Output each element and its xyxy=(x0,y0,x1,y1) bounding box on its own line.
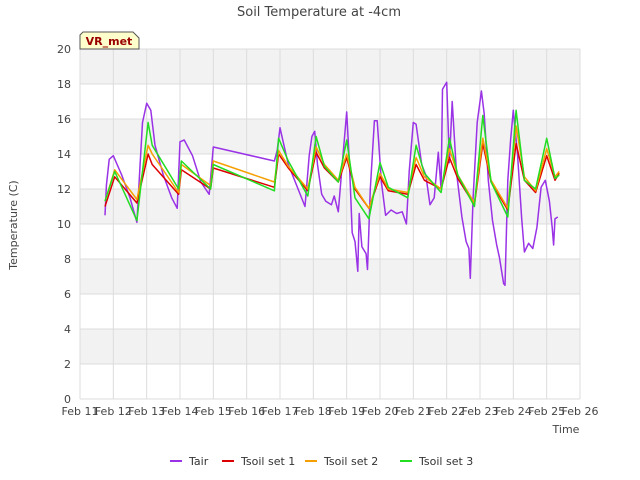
y-tick-label: 12 xyxy=(57,183,71,196)
y-tick-label: 6 xyxy=(64,288,71,301)
x-tick-label: Feb 20 xyxy=(362,405,399,418)
y-tick-label: 4 xyxy=(64,323,71,336)
plot-band xyxy=(80,119,580,154)
series-line-tair xyxy=(104,81,559,287)
station-badge-label: VR_met xyxy=(86,35,133,48)
station-badge-box xyxy=(79,31,140,50)
y-tick-label: 20 xyxy=(57,43,71,56)
series-lines xyxy=(104,81,560,287)
x-tick-label: Feb 17 xyxy=(262,405,299,418)
plot-band xyxy=(80,49,580,84)
x-tick-label: Feb 14 xyxy=(162,405,199,418)
x-tick-label: Feb 18 xyxy=(295,405,332,418)
x-axis-label: Time xyxy=(552,423,580,436)
legend-label: Tsoil set 1 xyxy=(240,455,295,468)
legend-item-tsoil-set-3: Tsoil set 3 xyxy=(400,455,473,468)
y-tick-label: 8 xyxy=(64,253,71,266)
x-tick-label: Feb 11 xyxy=(62,405,99,418)
series-line-tsoil-set-3 xyxy=(104,109,560,222)
station-badge: VR_met xyxy=(79,31,140,50)
y-tick-label: 10 xyxy=(57,218,71,231)
plot-band xyxy=(80,329,580,364)
chart-title: Soil Temperature at -4cm xyxy=(237,5,401,20)
x-tick-label: Feb 26 xyxy=(562,405,599,418)
legend-item-tsoil-set-1: Tsoil set 1 xyxy=(222,455,295,468)
x-tick-label: Feb 16 xyxy=(228,405,265,418)
x-tick-label: Feb 22 xyxy=(428,405,465,418)
x-tick-label: Feb 25 xyxy=(528,405,565,418)
legend-item-tsoil-set-2: Tsoil set 2 xyxy=(305,455,378,468)
legend-label: Tair xyxy=(188,455,209,468)
y-tick-label: 14 xyxy=(57,148,71,161)
x-tick-label: Feb 23 xyxy=(462,405,499,418)
legend-item-tair: Tair xyxy=(170,455,209,468)
x-tick-label: Feb 15 xyxy=(195,405,232,418)
y-axis-label: Temperature (C) xyxy=(7,180,20,270)
y-tick-label: 18 xyxy=(57,78,71,91)
x-tick-label: Feb 21 xyxy=(395,405,432,418)
y-axis-ticks: 0 2 4 6 8 10 12 14 16 18 20 xyxy=(57,43,71,406)
y-tick-label: 16 xyxy=(57,113,71,126)
legend-label: Tsoil set 3 xyxy=(418,455,473,468)
x-tick-label: Feb 19 xyxy=(328,405,365,418)
y-tick-label: 2 xyxy=(64,358,71,371)
plot-band xyxy=(80,259,580,294)
legend: Tair Tsoil set 1 Tsoil set 2 Tsoil set 3 xyxy=(170,455,473,468)
x-tick-label: Feb 12 xyxy=(95,405,132,418)
y-tick-label: 0 xyxy=(64,393,71,406)
legend-label: Tsoil set 2 xyxy=(323,455,378,468)
x-tick-label: Feb 24 xyxy=(495,405,532,418)
x-tick-label: Feb 13 xyxy=(128,405,165,418)
